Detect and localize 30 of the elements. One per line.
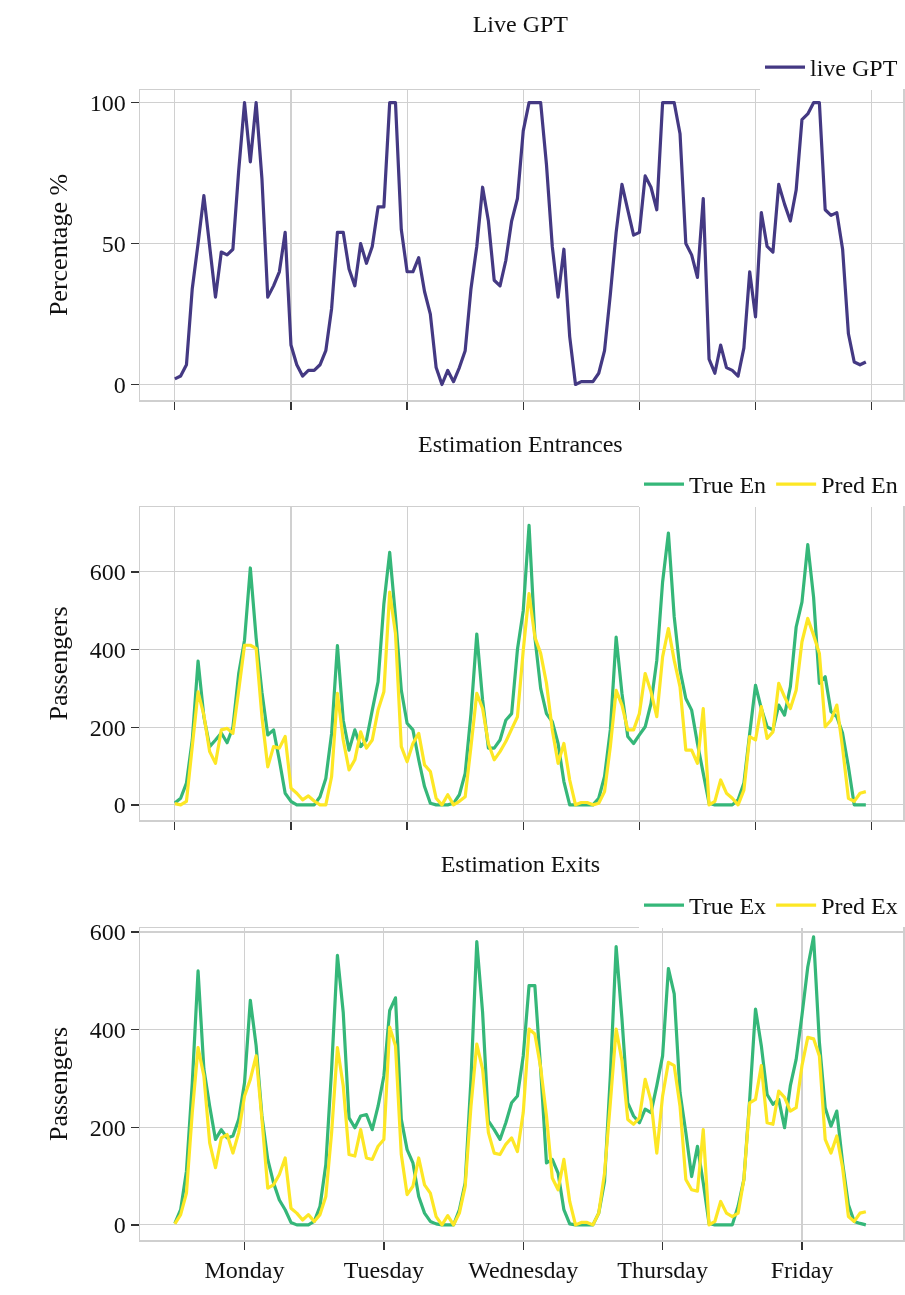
y-tick-label: 600: [89, 559, 126, 586]
legend-label: True Ex: [689, 893, 767, 920]
y-tick-label: 400: [89, 636, 126, 663]
x-tick-label: Thursday: [617, 1257, 708, 1284]
y-tick-label: 400: [89, 1016, 126, 1043]
legend-label: live GPT: [810, 55, 898, 82]
legend-label: True En: [689, 472, 767, 499]
x-tick-label: Tuesday: [343, 1257, 425, 1284]
chart-title: Estimation Entrances: [418, 431, 623, 458]
y-tick-label: 0: [113, 371, 126, 398]
x-tick-label: Wednesday: [468, 1257, 579, 1284]
legend-label: Pred Ex: [821, 893, 898, 920]
chart-title: Live GPT: [472, 11, 569, 38]
y-tick-label: 0: [113, 792, 126, 819]
y-tick-label: 0: [113, 1212, 126, 1239]
line-series: [173, 1025, 868, 1227]
y-tick-label: 100: [89, 90, 126, 117]
y-tick-label: 200: [89, 714, 126, 741]
y-tick-label: 50: [101, 230, 126, 257]
y-tick-label: 200: [89, 1114, 126, 1141]
x-tick-label: Monday: [204, 1257, 285, 1284]
chart-title: Estimation Exits: [440, 851, 601, 878]
line-series: [173, 101, 868, 387]
line-series: [173, 590, 868, 807]
y-tick-label: 600: [89, 919, 126, 946]
y-axis-title: Passengers: [44, 606, 74, 721]
y-axis-title: Percentage %: [44, 173, 74, 317]
legend-label: Pred En: [821, 472, 898, 499]
y-axis-title: Passengers: [44, 1026, 74, 1142]
x-tick-label: Friday: [770, 1257, 834, 1284]
